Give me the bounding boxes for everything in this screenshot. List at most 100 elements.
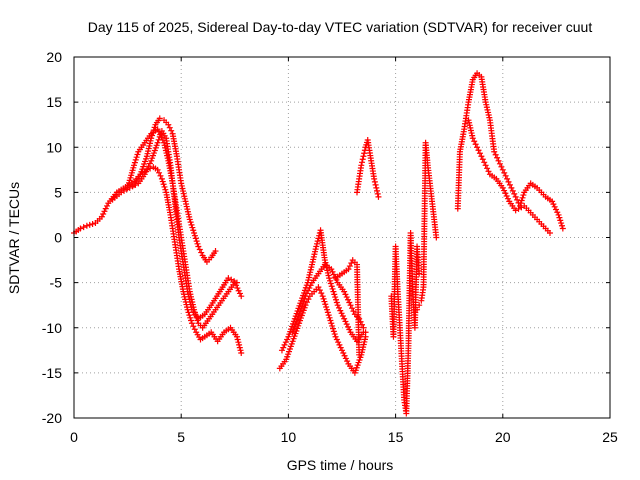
- data-point: [191, 229, 198, 236]
- data-point: [471, 138, 478, 145]
- data-point: [337, 344, 344, 351]
- data-point: [235, 339, 242, 346]
- data-point: [315, 284, 322, 291]
- data-point: [238, 293, 245, 300]
- y-tick-label: -15: [42, 365, 62, 381]
- data-point: [157, 172, 164, 179]
- data-point: [505, 178, 512, 185]
- data-point: [187, 219, 194, 226]
- data-point: [344, 358, 351, 365]
- data-point: [329, 268, 336, 275]
- data-point: [238, 350, 245, 357]
- y-tick-label: 15: [46, 94, 62, 110]
- data-point: [330, 271, 337, 278]
- data-point: [303, 299, 310, 306]
- data-point: [342, 291, 349, 298]
- data-point: [557, 217, 564, 224]
- data-point: [502, 190, 509, 197]
- data-point: [156, 115, 163, 122]
- data-point: [184, 306, 191, 313]
- data-point: [326, 314, 333, 321]
- data-point: [433, 234, 440, 241]
- data-point: [342, 355, 349, 362]
- data-point: [328, 320, 335, 327]
- data-point: [495, 157, 502, 164]
- x-tick-label: 15: [388, 429, 404, 445]
- data-point: [192, 235, 199, 242]
- data-point: [329, 325, 336, 332]
- data-point: [165, 121, 172, 128]
- data-point: [236, 344, 243, 351]
- data-point: [187, 314, 194, 321]
- data-point: [345, 266, 352, 273]
- data-point: [189, 224, 196, 231]
- data-point: [511, 190, 518, 197]
- data-point: [343, 294, 350, 301]
- data-point: [131, 162, 138, 169]
- data-point: [324, 309, 331, 316]
- data-point: [549, 198, 556, 205]
- data-point: [234, 285, 241, 292]
- data-point: [361, 150, 368, 157]
- data-point: [161, 183, 168, 190]
- data-point: [347, 302, 354, 309]
- data-point: [302, 293, 309, 300]
- data-point: [332, 294, 339, 301]
- data-point: [143, 166, 150, 173]
- data-point: [168, 127, 175, 134]
- data-point: [329, 322, 336, 329]
- data-point: [154, 126, 161, 133]
- data-point: [372, 181, 379, 188]
- data-point: [341, 352, 348, 359]
- data-point: [374, 187, 381, 194]
- data-point: [157, 131, 164, 138]
- data-point: [194, 240, 201, 247]
- data-point: [192, 312, 199, 319]
- data-point: [166, 124, 173, 131]
- data-point: [331, 331, 338, 338]
- data-point: [556, 214, 563, 221]
- data-point: [416, 270, 423, 277]
- data-point: [498, 163, 505, 170]
- data-point: [508, 184, 515, 191]
- data-point: [102, 205, 109, 212]
- data-point: [504, 195, 511, 202]
- data-point: [476, 150, 483, 157]
- data-point: [374, 190, 381, 197]
- data-point: [147, 165, 154, 172]
- data-point: [342, 318, 349, 325]
- data-point: [520, 192, 527, 199]
- data-point: [375, 193, 382, 200]
- x-tick-label: 10: [281, 429, 297, 445]
- data-point: [156, 169, 163, 176]
- data-point: [554, 209, 561, 216]
- data-point: [558, 222, 565, 229]
- data-point: [491, 148, 498, 155]
- data-point: [191, 309, 198, 316]
- data-point: [481, 159, 488, 166]
- data-point: [501, 169, 508, 176]
- data-point: [191, 306, 198, 313]
- x-axis-ticks: 0 5 10 15 20 25: [70, 57, 618, 445]
- x-tick-label: 25: [602, 429, 618, 445]
- data-point: [329, 285, 336, 292]
- data-point: [191, 232, 198, 239]
- data-point: [469, 135, 476, 142]
- data-point: [502, 172, 509, 179]
- x-axis-title: GPS time / hours: [287, 457, 394, 473]
- data-point: [158, 175, 165, 182]
- data-point: [154, 139, 161, 146]
- data-point: [478, 153, 485, 160]
- data-point: [282, 339, 289, 346]
- data-point: [190, 323, 197, 330]
- data-point: [158, 134, 165, 141]
- data-point: [558, 220, 565, 227]
- data-point: [159, 178, 166, 185]
- data-point: [234, 336, 241, 343]
- data-point: [503, 192, 510, 199]
- data-point: [331, 291, 338, 298]
- data-point: [339, 313, 346, 320]
- data-point: [341, 288, 348, 295]
- data-point: [371, 178, 378, 185]
